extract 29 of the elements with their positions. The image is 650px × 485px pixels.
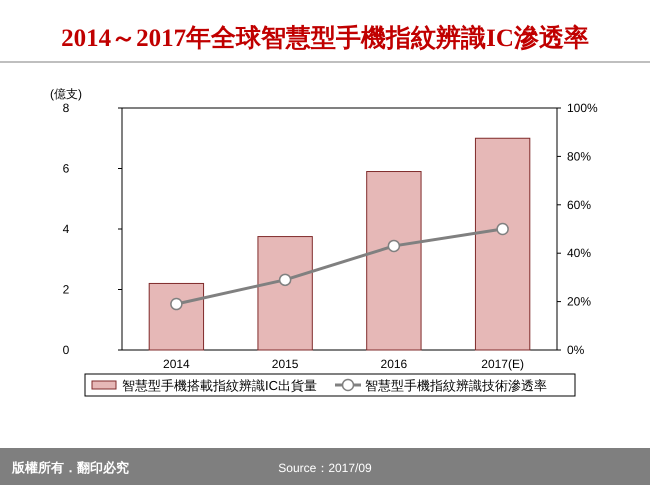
y2-tick-label: 20%	[567, 294, 592, 309]
y-tick-label: 6	[62, 162, 70, 176]
bar	[257, 236, 313, 350]
point	[278, 274, 292, 286]
point	[388, 240, 400, 252]
x-tick-label: 2016	[380, 357, 408, 371]
text: 版權所有．翻印必究	[11, 460, 129, 475]
y-tick-label: 4	[62, 222, 70, 236]
point	[170, 298, 183, 310]
y-axis-title: (億支)	[50, 87, 82, 101]
y2-tick-label: 100%	[567, 101, 598, 115]
y2-tick-label: 60%	[567, 198, 592, 212]
y-tick-label: 2	[62, 282, 70, 296]
x-tick-label: 2017(E)	[481, 357, 524, 371]
chart-title: 2014～2017年全球智慧型手機指紋辨識IC滲透率	[61, 24, 589, 52]
y2-tick-label: 80%	[567, 149, 592, 164]
x-tick-label: 2014	[163, 357, 190, 371]
bar	[474, 138, 530, 350]
y2-tick-label: 0%	[567, 343, 585, 357]
y2-tick-label: 40%	[567, 246, 592, 260]
legend-label: 智慧型手機指紋辨識技術滲透率	[365, 378, 547, 393]
bar	[366, 171, 422, 350]
source-note: Source：2017/09	[278, 461, 372, 475]
legend-label: 智慧型手機搭載指紋辨識IC出貨量	[122, 378, 317, 393]
y-tick-label: 8	[62, 101, 70, 115]
y-tick-label: 0	[62, 343, 70, 357]
bar	[148, 282, 204, 350]
x-tick-label: 2015	[272, 357, 299, 371]
point	[496, 222, 509, 236]
